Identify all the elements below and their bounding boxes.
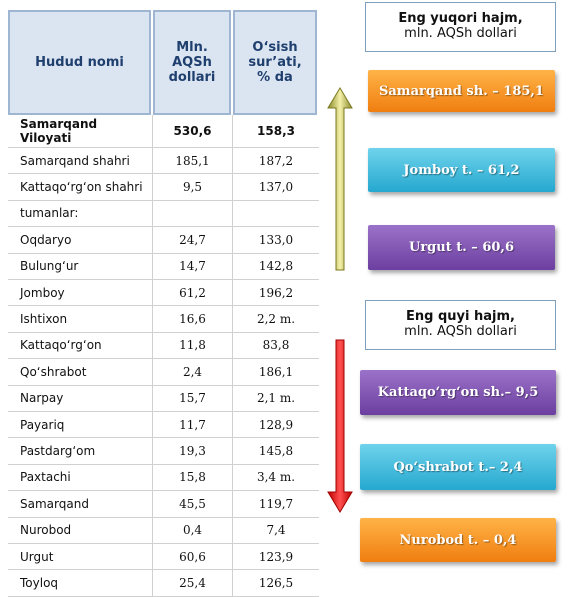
top-item: Jomboy t. – 61,2 — [368, 148, 555, 192]
value-cell: 15,7 — [153, 385, 233, 412]
value-cell: 7,4 — [233, 518, 319, 544]
value-cell: 158,3 — [233, 115, 319, 148]
name-cell: Oqdaryo — [8, 227, 153, 254]
value-cell: 133,0 — [233, 227, 319, 254]
value-cell: 16,6 — [153, 306, 233, 333]
header-cell: Hudud nomi — [8, 10, 151, 115]
value-cell: 2,4 — [153, 359, 233, 386]
value-cell: 3,4 m. — [233, 465, 319, 492]
value-cell: 25,4 — [153, 570, 233, 597]
top-title: Eng yuqori hajm, — [398, 11, 523, 26]
down-arrow — [327, 339, 353, 513]
value-cell: 83,8 — [233, 333, 319, 360]
name-cell: tumanlar: — [8, 200, 153, 228]
value-cell — [153, 200, 233, 228]
name-cell: Samarqand shahri — [8, 148, 153, 175]
bottom-item: Kattaqo‘rg‘on sh.– 9,5 — [360, 370, 556, 415]
value-cell: 123,9 — [233, 544, 319, 571]
name-cell: Paxtachi — [8, 464, 153, 492]
value-cell: 11,7 — [153, 412, 233, 439]
header-cell: O‘sish sur’ati, % da — [233, 10, 317, 115]
value-cell: 128,9 — [233, 412, 319, 439]
bottom-item: Qo‘shrabot t.– 2,4 — [360, 444, 556, 490]
arrows — [327, 87, 353, 513]
header-cell: Mln. AQSh dollari — [153, 10, 231, 115]
up-arrow — [327, 87, 353, 271]
name-cell: Bulung‘ur — [8, 253, 153, 280]
top-box: Eng yuqori hajm, mln. AQSh dollari — [365, 2, 556, 52]
value-cell: 15,8 — [153, 464, 233, 492]
value-cell: 137,0 — [233, 174, 319, 201]
bottom-box: Eng quyi hajm, mln. AQSh dollari — [365, 300, 556, 350]
value-cell: 126,5 — [233, 570, 319, 597]
value-cell: 145,8 — [233, 438, 319, 465]
value-cell: 187,2 — [233, 148, 319, 175]
name-cell: Pastdarg‘om — [8, 438, 153, 465]
name-cell: Samarqand — [8, 491, 153, 518]
value-cell: 0,4 — [153, 517, 233, 544]
name-cell: Samarqand Viloyati — [8, 115, 153, 148]
value-cell: 14,7 — [153, 253, 233, 280]
value-cell: 142,8 — [233, 254, 319, 280]
bottom-title: Eng quyi hajm, — [406, 309, 515, 324]
name-cell: Urgut — [8, 544, 153, 571]
value-cell: 60,6 — [153, 544, 233, 571]
name-cell: Jomboy — [8, 280, 153, 307]
value-cell: 2,2 m. — [233, 306, 319, 333]
value-cell: 196,2 — [233, 280, 319, 307]
bottom-item: Nurobod t. – 0,4 — [360, 518, 556, 562]
value-cell: 11,8 — [153, 332, 233, 360]
bottom-subtitle: mln. AQSh dollari — [404, 324, 517, 339]
value-cell: 19,3 — [153, 438, 233, 465]
name-cell: Payariq — [8, 412, 153, 439]
value-cell: 45,5 — [153, 491, 233, 518]
name-cell: Toyloq — [8, 570, 153, 597]
top-subtitle: mln. AQSh dollari — [404, 26, 517, 41]
value-cell: 119,7 — [233, 491, 319, 518]
value-cell: 24,7 — [153, 227, 233, 254]
name-cell: Nurobod — [8, 517, 153, 544]
name-cell: Narpay — [8, 385, 153, 412]
value-cell: 185,1 — [153, 148, 233, 175]
value-cell: 530,6 — [153, 115, 233, 148]
value-cell: 186,1 — [233, 359, 319, 386]
name-cell: Qo‘shrabot — [8, 359, 153, 386]
value-cell: 9,5 — [153, 174, 233, 201]
value-cell: 61,2 — [153, 280, 233, 307]
name-cell: Kattaqo‘rg‘on shahri — [8, 174, 153, 201]
name-cell: Ishtixon — [8, 306, 153, 333]
value-cell: 2,1 m. — [233, 386, 319, 412]
top-item: Urgut t. – 60,6 — [368, 225, 555, 270]
value-cell — [233, 201, 319, 228]
top-item: Samarqand sh. – 185,1 — [368, 70, 555, 112]
name-cell: Kattaqo‘rg‘on — [8, 332, 153, 360]
